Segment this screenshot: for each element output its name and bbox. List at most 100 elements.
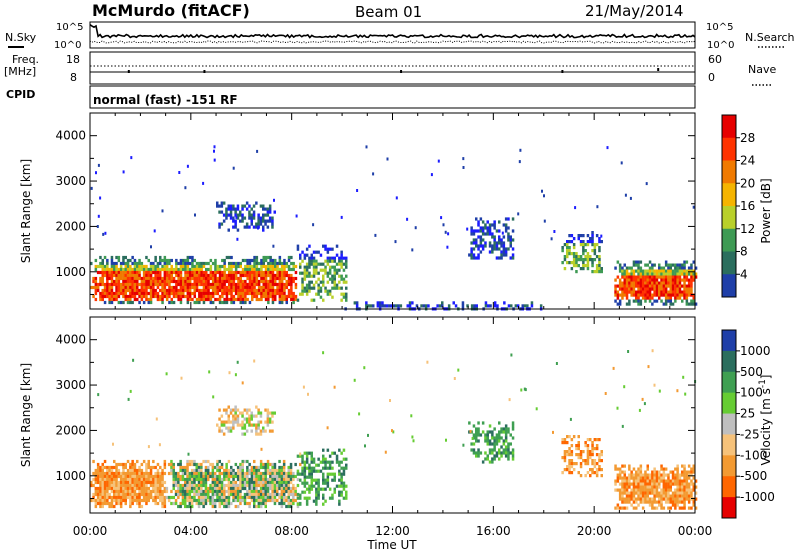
echo-cell	[305, 457, 309, 461]
echo-cell	[246, 258, 249, 263]
colorbar-swatch	[722, 274, 736, 298]
echo-cell	[115, 285, 118, 290]
echo-cell	[259, 489, 263, 494]
noise-panel-frame	[89, 21, 696, 49]
echo-cell	[216, 486, 219, 491]
echo-cell	[218, 471, 221, 476]
echo-cell	[653, 383, 656, 387]
colorbar-swatch	[722, 413, 736, 435]
echo-cell	[259, 471, 263, 476]
echo-cell	[637, 470, 640, 474]
echo-cell	[163, 258, 167, 263]
echo-cell	[216, 279, 219, 284]
echo-cell	[161, 258, 164, 263]
echo-cell	[131, 300, 134, 305]
echo-cell	[223, 276, 226, 281]
echo-cell	[660, 476, 663, 480]
echo-cell	[641, 491, 645, 495]
echo-cell	[289, 462, 293, 467]
echo-cell	[230, 270, 233, 275]
echo-cell	[193, 495, 196, 500]
echo-cell	[159, 255, 162, 260]
echo-cell	[651, 485, 654, 489]
echo-cell	[638, 408, 641, 412]
echo-cell	[248, 261, 252, 266]
echo-cell	[678, 275, 682, 279]
echo-cell	[630, 290, 633, 294]
echo-cell	[285, 489, 288, 494]
echo-cell	[575, 444, 578, 448]
echo-cell	[197, 504, 201, 509]
echo-cell	[644, 293, 647, 297]
echo-cell	[113, 483, 116, 488]
echo-cell	[671, 497, 675, 501]
echo-cell	[188, 291, 192, 296]
echo-cell	[232, 486, 235, 491]
echo-cell	[378, 304, 382, 308]
echo-cell	[294, 282, 298, 287]
echo-cell	[678, 485, 682, 489]
echo-cell	[126, 264, 130, 269]
echo-cell	[147, 258, 150, 263]
echo-cell	[204, 492, 208, 497]
echo-cell	[662, 281, 666, 285]
echo-cell	[294, 270, 298, 275]
echo-cell	[202, 288, 206, 293]
echo-cell	[491, 451, 494, 455]
echo-cell	[156, 495, 160, 500]
echo-cell	[253, 270, 256, 275]
echo-cell	[94, 477, 98, 482]
echo-cell	[234, 408, 237, 412]
echo-cell	[186, 495, 189, 500]
echo-cell	[690, 473, 693, 477]
echo-cell	[218, 276, 222, 281]
echo-cell	[289, 465, 293, 470]
echo-cell	[674, 290, 677, 294]
echo-cell	[156, 264, 160, 269]
echo-cell	[113, 264, 116, 269]
echo-cell	[149, 489, 153, 494]
echo-cell	[543, 219, 546, 223]
echo-cell	[156, 276, 160, 281]
echo-cell	[244, 273, 247, 278]
echo-cell	[163, 486, 167, 491]
echo-cell	[637, 497, 640, 501]
echo-cell	[122, 288, 125, 293]
echo-cell	[266, 465, 270, 470]
echo-cell	[664, 275, 668, 279]
echo-cell	[262, 501, 265, 506]
echo-cell	[159, 258, 162, 263]
echo-cell	[239, 264, 242, 269]
echo-cell	[193, 489, 196, 494]
echo-cell	[198, 294, 201, 299]
echo-cell	[671, 287, 675, 291]
echo-cell	[115, 480, 118, 485]
echo-cell	[308, 271, 311, 275]
echo-cell	[276, 498, 279, 503]
echo-cell	[177, 267, 180, 272]
echo-cell	[408, 304, 412, 308]
echo-cell	[117, 255, 121, 260]
echo-cell	[628, 482, 631, 486]
echo-cell	[131, 270, 134, 275]
echo-cell	[446, 245, 449, 249]
echo-cell	[161, 288, 164, 293]
echo-cell	[340, 460, 343, 464]
echo-cell	[301, 259, 304, 263]
echo-cell	[317, 487, 320, 491]
echo-cell	[271, 498, 274, 503]
echo-cell	[614, 293, 617, 297]
echo-cell	[234, 264, 238, 269]
echo-cell	[550, 237, 553, 241]
echo-cell	[147, 297, 150, 302]
echo-cell	[593, 246, 597, 250]
echo-cell	[119, 462, 123, 467]
echo-cell	[221, 282, 224, 287]
echo-cell	[232, 261, 236, 266]
echo-cell	[239, 471, 242, 476]
echo-cell	[290, 255, 293, 260]
echo-cell	[101, 270, 104, 275]
echo-cell	[285, 285, 288, 290]
echo-cell	[628, 275, 631, 279]
echo-cell	[106, 267, 109, 272]
